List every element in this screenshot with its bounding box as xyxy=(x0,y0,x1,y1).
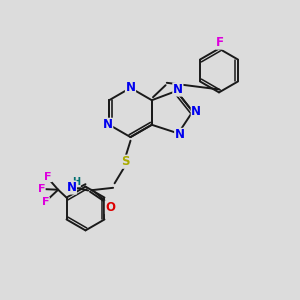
Text: N: N xyxy=(66,181,76,194)
Text: N: N xyxy=(191,105,201,118)
Text: F: F xyxy=(44,172,52,182)
Text: F: F xyxy=(38,184,45,194)
Text: F: F xyxy=(216,36,224,49)
Text: N: N xyxy=(125,81,136,94)
Text: N: N xyxy=(103,118,113,131)
Text: N: N xyxy=(173,83,183,96)
Text: N: N xyxy=(175,128,185,141)
Text: F: F xyxy=(42,197,49,207)
Text: H: H xyxy=(72,177,80,187)
Text: O: O xyxy=(105,201,116,214)
Text: S: S xyxy=(121,155,129,168)
